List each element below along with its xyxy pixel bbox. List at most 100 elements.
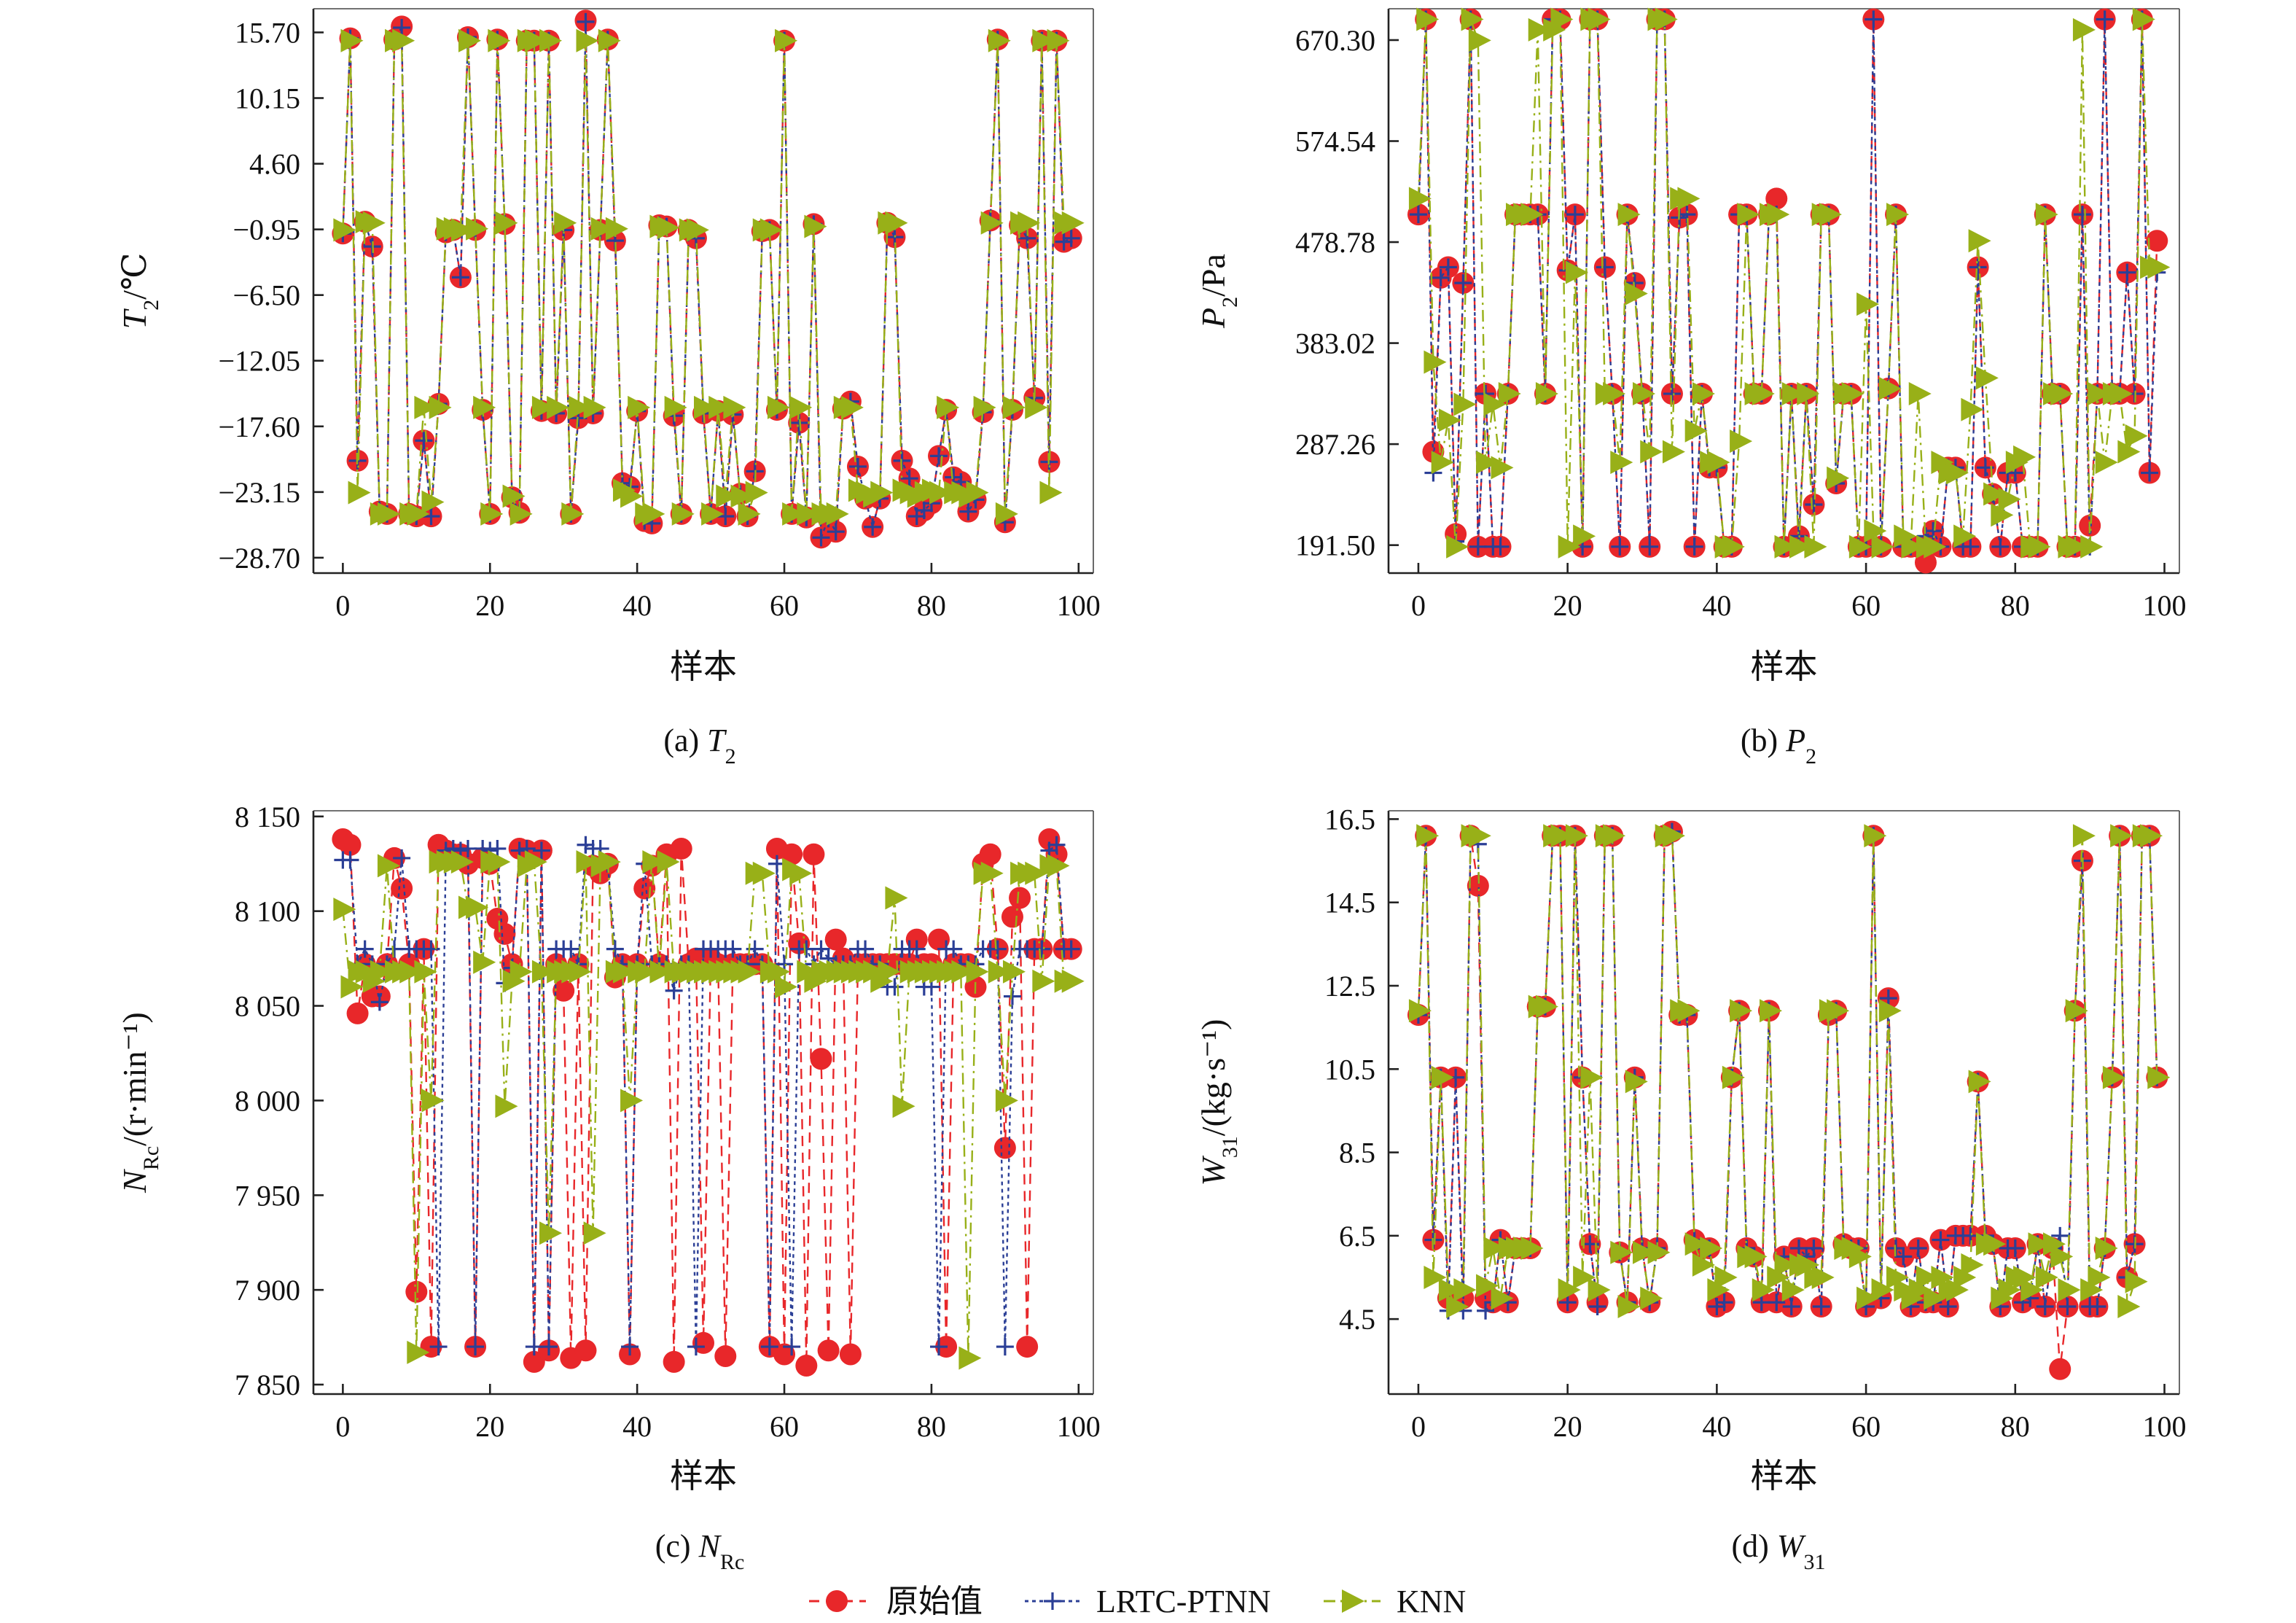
point-knn	[1543, 17, 1566, 42]
point-knn	[1416, 7, 1440, 31]
point-knn	[1841, 382, 1864, 406]
series-line-original	[342, 836, 1071, 1366]
point-lrtc	[1768, 1293, 1786, 1312]
y-tick-label: 10.15	[235, 82, 300, 115]
series-knn	[1408, 824, 2171, 1318]
point-knn	[878, 960, 901, 984]
x-tick-label: 80	[2001, 1410, 2030, 1443]
point-knn	[1819, 203, 1842, 227]
point-lrtc	[2118, 263, 2136, 281]
point-knn	[1781, 382, 1805, 406]
point-knn	[2095, 1237, 2118, 1260]
x-tick-label: 100	[2143, 589, 2187, 622]
point-knn	[752, 861, 776, 885]
caption-sub: 31	[1803, 1550, 1825, 1574]
point-lrtc	[2006, 1239, 2024, 1257]
point-original	[979, 843, 1001, 865]
point-knn	[782, 502, 805, 526]
point-knn	[1760, 999, 1783, 1023]
point-knn	[1431, 451, 1454, 475]
point-lrtc	[2058, 1298, 2077, 1315]
point-lrtc	[356, 940, 374, 958]
point-knn	[1684, 1232, 1708, 1256]
point-knn	[701, 502, 725, 526]
point-lrtc	[724, 940, 742, 958]
point-knn	[2110, 382, 2133, 406]
point-lrtc	[525, 1338, 543, 1356]
point-lrtc	[1939, 1298, 1957, 1315]
point-lrtc	[2073, 206, 2091, 224]
point-knn	[1550, 7, 1574, 31]
point-lrtc	[1969, 258, 1987, 276]
point-knn	[539, 28, 563, 52]
y-tick-label: 287.26	[1295, 428, 1375, 461]
point-knn	[1640, 440, 1663, 464]
point-lrtc	[1932, 1231, 1950, 1249]
point-knn	[1789, 534, 1812, 558]
point-knn	[392, 28, 415, 52]
point-knn	[738, 502, 761, 526]
point-knn	[1476, 1274, 1499, 1298]
point-knn	[937, 395, 960, 419]
legend-item-original: 原始值	[809, 1584, 983, 1619]
point-lrtc	[451, 268, 469, 287]
point-knn	[1573, 1266, 1596, 1289]
point-knn	[1461, 7, 1484, 31]
point-knn	[929, 480, 953, 505]
point-knn	[1827, 466, 1850, 490]
point-knn	[1468, 28, 1491, 52]
y-axis-unit: /(r·min⁻¹)	[116, 1012, 153, 1146]
point-knn	[2013, 1266, 2037, 1289]
point-knn	[569, 395, 592, 419]
point-original	[810, 1048, 832, 1070]
point-knn	[1610, 451, 1633, 475]
point-knn	[333, 218, 356, 242]
point-knn	[509, 960, 533, 984]
point-knn	[340, 28, 364, 52]
point-knn	[2050, 1245, 2074, 1269]
y-tick-label: 8 150	[235, 801, 300, 833]
point-knn	[1998, 1278, 2021, 1302]
point-knn	[1714, 1266, 1738, 1289]
point-knn	[473, 950, 496, 974]
panel-caption: (d) W31	[1732, 1528, 1826, 1574]
point-knn	[488, 850, 511, 874]
point-knn	[870, 480, 894, 505]
point-knn	[1848, 534, 1872, 558]
x-tick-label: 0	[1411, 589, 1426, 622]
caption-sub: 2	[725, 744, 736, 768]
point-knn	[1491, 1286, 1514, 1310]
point-knn	[988, 960, 1011, 984]
point-knn	[1774, 534, 1797, 558]
point-knn	[980, 861, 1004, 885]
point-knn	[458, 28, 481, 52]
point-knn	[1871, 1278, 1894, 1302]
point-lrtc	[606, 940, 624, 958]
point-knn	[1025, 861, 1048, 885]
point-lrtc	[1805, 1239, 1823, 1257]
point-lrtc	[945, 940, 963, 958]
point-lrtc	[1047, 836, 1066, 854]
series-knn	[333, 28, 1085, 526]
point-knn	[414, 395, 437, 419]
point-lrtc	[621, 1338, 639, 1356]
point-knn	[407, 1340, 430, 1364]
point-original	[405, 1280, 428, 1303]
x-tick-label: 40	[1702, 1410, 1731, 1443]
series-lrtc	[334, 836, 1080, 1356]
point-knn	[1408, 999, 1432, 1023]
point-knn	[1640, 1286, 1663, 1310]
y-tick-label: −12.05	[218, 345, 300, 378]
point-lrtc	[930, 1338, 948, 1356]
point-original	[1016, 1336, 1039, 1358]
point-knn	[642, 850, 665, 874]
point-knn	[2050, 382, 2074, 406]
point-original	[339, 833, 362, 856]
y-tick-label: 8 100	[235, 895, 300, 928]
point-knn	[1968, 229, 1991, 253]
point-knn	[1647, 1240, 1671, 1264]
point-lrtc	[2141, 464, 2159, 482]
point-lrtc	[1003, 987, 1021, 1005]
point-knn	[1931, 451, 1954, 475]
point-knn	[723, 395, 746, 419]
